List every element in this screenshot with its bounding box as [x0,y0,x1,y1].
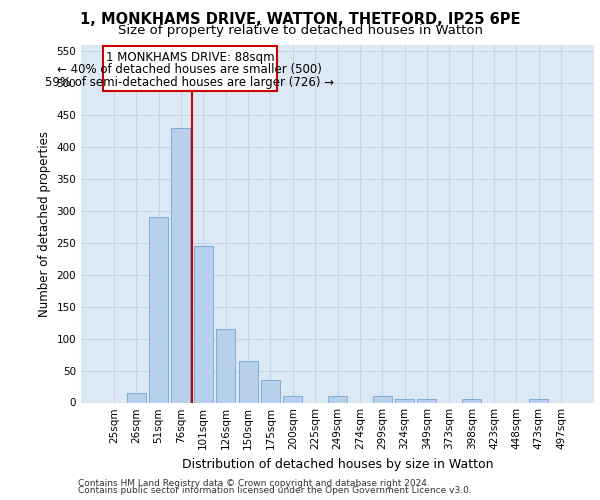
Y-axis label: Number of detached properties: Number of detached properties [38,130,51,317]
Bar [418,400,436,402]
Bar [462,400,481,402]
Bar [261,380,280,402]
Text: Contains public sector information licensed under the Open Government Licence v3: Contains public sector information licen… [78,486,472,495]
Text: ← 40% of detached houses are smaller (500): ← 40% of detached houses are smaller (50… [58,64,322,76]
Bar [172,128,190,402]
Bar [373,396,392,402]
Bar [529,400,548,402]
Bar [395,400,414,402]
X-axis label: Distribution of detached houses by size in Watton: Distribution of detached houses by size … [182,458,493,471]
Text: 1, MONKHAMS DRIVE, WATTON, THETFORD, IP25 6PE: 1, MONKHAMS DRIVE, WATTON, THETFORD, IP2… [80,12,520,28]
Bar [194,246,213,402]
Bar [283,396,302,402]
Bar [149,218,168,402]
Bar [127,393,146,402]
Bar [328,396,347,402]
Text: 59% of semi-detached houses are larger (726) →: 59% of semi-detached houses are larger (… [46,76,334,88]
Text: Contains HM Land Registry data © Crown copyright and database right 2024.: Contains HM Land Registry data © Crown c… [78,478,430,488]
Bar [216,329,235,402]
FancyBboxPatch shape [103,46,277,91]
Text: Size of property relative to detached houses in Watton: Size of property relative to detached ho… [118,24,482,37]
Bar [239,361,257,403]
Text: 1 MONKHAMS DRIVE: 88sqm: 1 MONKHAMS DRIVE: 88sqm [106,52,274,64]
